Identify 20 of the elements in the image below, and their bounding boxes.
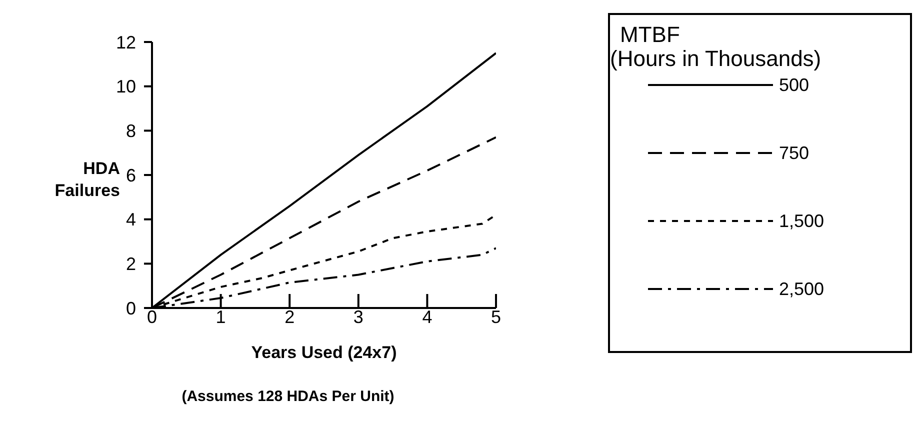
x-tick-label: 4 <box>422 306 432 327</box>
x-tick-label: 2 <box>284 306 295 327</box>
x-tick-label: 0 <box>146 306 158 327</box>
y-tick-label: 12 <box>116 32 136 52</box>
x-tick-label: 5 <box>490 306 502 327</box>
x-axis-title: Years Used (24x7) <box>250 343 398 363</box>
text: 1,500 <box>779 210 824 232</box>
y-axis-title: HDA Failures <box>54 158 120 202</box>
y-tick-label: 6 <box>126 165 136 186</box>
text: 750 <box>779 142 810 164</box>
y-tick-label: 2 <box>126 254 136 274</box>
text: 500 <box>779 74 810 96</box>
y-tick-label: 10 <box>116 76 136 97</box>
y-tick-label: 8 <box>126 121 136 142</box>
text: 2,500 <box>779 278 824 300</box>
legend-title: MTBF (Hours in Thousands) <box>610 22 822 71</box>
y-tick-label: 4 <box>126 210 136 230</box>
text: (Assumes 128 HDAs Per Unit) <box>180 388 396 405</box>
x-tick-label: 3 <box>353 306 364 327</box>
x-tick-label: 1 <box>216 306 226 327</box>
